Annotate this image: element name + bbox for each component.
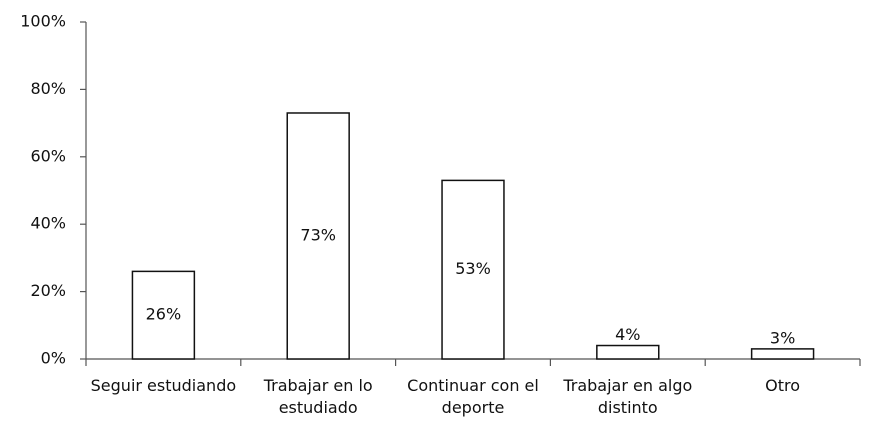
bar	[596, 344, 660, 360]
bar	[131, 270, 196, 360]
value-label: 73%	[300, 225, 336, 244]
x-tick-label: Trabajar en algo distinto	[563, 376, 693, 417]
bar	[286, 112, 350, 360]
x-tick-label: Trabajar en lo estudiado	[263, 376, 373, 417]
y-tick-label: 100%	[20, 12, 66, 31]
bar	[441, 179, 505, 360]
y-tick-label: 0%	[41, 349, 66, 368]
value-label: 53%	[455, 259, 491, 278]
y-tick-label: 80%	[30, 79, 66, 98]
x-tick-label: Otro	[765, 376, 801, 395]
value-label: 26%	[146, 305, 182, 324]
value-label: 3%	[770, 328, 795, 347]
x-tick-label: Seguir estudiando	[90, 376, 237, 395]
y-tick-label: 20%	[30, 281, 66, 300]
y-tick-label: 60%	[30, 146, 66, 165]
bar	[750, 348, 815, 360]
value-label: 4%	[615, 325, 640, 344]
x-tick-label: Continuar con el deporte	[407, 376, 539, 417]
y-tick-label: 40%	[30, 214, 66, 233]
